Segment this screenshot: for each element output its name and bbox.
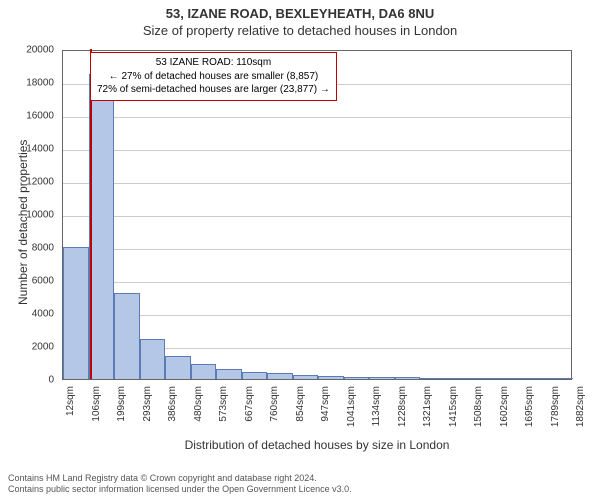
histogram-bar [446, 378, 472, 379]
x-tick-label: 1882sqm [575, 386, 586, 427]
gridline-h [63, 216, 571, 217]
x-tick-label: 12sqm [65, 386, 76, 416]
y-tick-label: 18000 [14, 78, 54, 89]
y-tick-label: 16000 [14, 111, 54, 122]
gridline-h [63, 150, 571, 151]
gridline-h [63, 117, 571, 118]
x-axis-label: Distribution of detached houses by size … [62, 438, 572, 452]
footer-line1: Contains HM Land Registry data © Crown c… [8, 473, 352, 485]
x-tick-label: 667sqm [244, 386, 255, 422]
x-tick-label: 199sqm [116, 386, 127, 422]
chart-container: 53, IZANE ROAD, BEXLEYHEATH, DA6 8NU Siz… [0, 0, 600, 500]
y-tick-label: 4000 [14, 309, 54, 320]
histogram-bar [191, 364, 217, 379]
histogram-bar [548, 378, 574, 379]
histogram-bar [267, 373, 293, 379]
gridline-h [63, 183, 571, 184]
annotation-line2: ← 27% of detached houses are smaller (8,… [97, 70, 330, 84]
footer-attribution: Contains HM Land Registry data © Crown c… [8, 473, 352, 496]
histogram-bar [216, 369, 242, 379]
histogram-bar [89, 74, 115, 379]
x-tick-label: 1041sqm [346, 386, 357, 427]
x-tick-label: 1789sqm [550, 386, 561, 427]
x-tick-label: 1695sqm [524, 386, 535, 427]
y-tick-label: 14000 [14, 144, 54, 155]
chart-title-line2: Size of property relative to detached ho… [0, 21, 600, 38]
x-tick-label: 1228sqm [397, 386, 408, 427]
footer-line2: Contains public sector information licen… [8, 484, 352, 496]
x-tick-label: 854sqm [295, 386, 306, 422]
x-tick-label: 1321sqm [422, 386, 433, 427]
y-tick-label: 10000 [14, 210, 54, 221]
histogram-bar [497, 378, 523, 379]
y-tick-label: 0 [14, 375, 54, 386]
annotation-line1: 53 IZANE ROAD: 110sqm [97, 56, 330, 70]
histogram-bar [293, 375, 319, 379]
histogram-bar [344, 377, 370, 379]
x-tick-label: 760sqm [269, 386, 280, 422]
x-tick-label: 1508sqm [473, 386, 484, 427]
histogram-bar [242, 372, 268, 379]
histogram-bar [369, 377, 395, 379]
histogram-bar [522, 378, 548, 379]
histogram-bar [140, 339, 166, 379]
x-tick-label: 480sqm [193, 386, 204, 422]
histogram-bar [165, 356, 191, 379]
x-tick-label: 1602sqm [499, 386, 510, 427]
histogram-bar [471, 378, 497, 379]
y-tick-label: 2000 [14, 342, 54, 353]
histogram-bar [420, 378, 446, 379]
y-tick-label: 8000 [14, 243, 54, 254]
y-tick-label: 20000 [14, 45, 54, 56]
x-tick-label: 947sqm [320, 386, 331, 422]
x-tick-label: 386sqm [167, 386, 178, 422]
gridline-h [63, 249, 571, 250]
x-tick-label: 573sqm [218, 386, 229, 422]
histogram-bar [395, 377, 421, 379]
annotation-box: 53 IZANE ROAD: 110sqm ← 27% of detached … [90, 52, 337, 101]
x-tick-label: 1134sqm [371, 386, 382, 426]
histogram-bar [318, 376, 344, 379]
histogram-bar [114, 293, 140, 379]
chart-title-line1: 53, IZANE ROAD, BEXLEYHEATH, DA6 8NU [0, 0, 600, 21]
histogram-bar [63, 247, 89, 379]
x-tick-label: 293sqm [142, 386, 153, 422]
gridline-h [63, 282, 571, 283]
x-tick-label: 1415sqm [448, 386, 459, 427]
annotation-line3: 72% of semi-detached houses are larger (… [97, 83, 330, 97]
y-tick-label: 12000 [14, 177, 54, 188]
y-tick-label: 6000 [14, 276, 54, 287]
x-tick-label: 106sqm [91, 386, 102, 422]
